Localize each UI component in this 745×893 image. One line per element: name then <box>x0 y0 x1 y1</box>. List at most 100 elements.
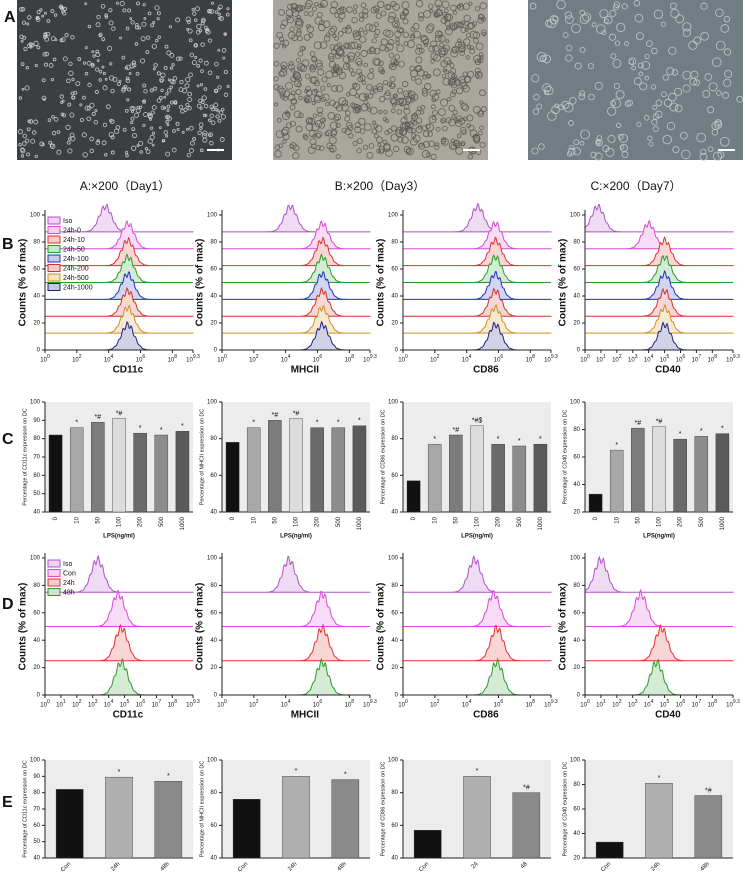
cell <box>160 105 165 110</box>
cell <box>479 89 486 97</box>
y-tick-label: 40 <box>391 856 398 862</box>
y-tick-label: 60 <box>391 610 398 616</box>
bar <box>282 776 310 859</box>
cell <box>134 25 139 30</box>
cell <box>101 65 105 69</box>
x-tick-exponent: 0 <box>224 699 227 705</box>
cell <box>160 72 166 78</box>
cell <box>582 12 592 22</box>
cell <box>25 65 29 70</box>
cell <box>33 119 39 125</box>
cell <box>217 85 222 90</box>
cell <box>341 27 348 34</box>
cell <box>133 112 140 118</box>
cell <box>209 104 215 110</box>
cell <box>336 7 344 16</box>
x-tick-label: 108 <box>345 699 355 708</box>
cell <box>370 6 378 14</box>
cell <box>223 69 228 75</box>
cell <box>334 113 342 121</box>
cell <box>59 38 64 43</box>
histogram-curve <box>584 304 734 334</box>
y-tick-label: 100 <box>30 556 41 562</box>
cell <box>368 142 375 149</box>
cell <box>24 85 30 91</box>
cell <box>468 1 473 6</box>
legend-swatch <box>47 588 61 596</box>
cell <box>618 133 628 143</box>
cell <box>200 42 205 47</box>
x-tick-exponent: 6 <box>142 699 145 705</box>
cell <box>434 9 443 17</box>
x-tick-exponent: 9.3 <box>551 354 558 360</box>
significance-mark: *# <box>272 412 279 419</box>
x-axis-label: CD40 <box>655 365 681 376</box>
cell <box>223 92 229 97</box>
bar-chart: 204060801000*10*#50*#100*200*500*1000LPS… <box>562 400 733 540</box>
cell <box>73 90 78 95</box>
cell <box>161 139 166 143</box>
flow-histogram: 0204060801001001011021031041051061071081… <box>558 203 740 376</box>
legend-label: 24h-10 <box>63 237 85 244</box>
x-tick-exponent: 4 <box>651 699 654 705</box>
cell <box>330 68 337 74</box>
cell <box>652 125 659 133</box>
cell <box>351 17 358 24</box>
x-tick-exponent: 9.3 <box>193 354 200 360</box>
cell <box>401 1 410 10</box>
y-tick-label: 40 <box>33 856 40 862</box>
x-tick-label: 103 <box>88 699 98 708</box>
cell <box>347 51 356 61</box>
cell <box>89 148 95 154</box>
cell <box>383 142 391 150</box>
x-tick-exponent: 6 <box>682 699 685 705</box>
cell <box>451 114 456 119</box>
bar-chart: 40 60 80 100 Con * 24h * 48h Percentage of MHCII … <box>199 758 370 873</box>
cell <box>26 152 31 157</box>
bar <box>310 427 324 513</box>
cell <box>393 145 400 153</box>
cell <box>456 4 461 9</box>
bar <box>225 442 240 513</box>
cell <box>84 105 90 111</box>
cell <box>304 73 311 79</box>
cell <box>621 3 628 10</box>
cell <box>400 117 408 125</box>
cell <box>52 57 57 62</box>
x-tick-label: 500 <box>336 516 342 527</box>
x-tick-exponent: 2 <box>437 354 440 360</box>
cell <box>56 130 61 134</box>
cell <box>611 98 622 109</box>
cell <box>169 52 175 58</box>
bar-chart: 4060801000*10*#50*#$100*200*500*1000LPS(… <box>380 400 551 540</box>
x-tick-exponent: 2 <box>619 699 622 705</box>
cell <box>320 85 326 91</box>
x-tick-exponent: 6 <box>682 354 685 360</box>
cell <box>201 132 208 139</box>
y-axis-label: Counts (% of max) <box>376 583 387 671</box>
cell <box>635 32 644 41</box>
cell <box>474 71 483 80</box>
cell <box>20 39 24 43</box>
x-tick-label: Con <box>237 861 249 873</box>
x-tick-label: 106 <box>494 354 504 363</box>
cell <box>441 138 447 144</box>
x-tick-label: 200 <box>315 516 321 527</box>
cell <box>352 9 358 15</box>
y-tick-label: 60 <box>210 267 217 273</box>
cell <box>394 30 402 38</box>
cell <box>95 49 100 54</box>
bar <box>694 795 723 859</box>
y-tick-label: 80 <box>210 240 217 246</box>
x-tick-label: 102 <box>72 699 82 708</box>
cell <box>660 91 667 98</box>
x-tick-label: 1000 <box>180 516 186 530</box>
significance-mark: * <box>181 423 184 430</box>
significance-mark: * <box>433 436 436 443</box>
cell <box>192 136 197 141</box>
x-tick-exponent: 6 <box>319 699 322 705</box>
cell <box>431 93 440 102</box>
cell <box>87 24 92 29</box>
significance-mark: * <box>358 418 361 425</box>
cell <box>51 114 55 119</box>
